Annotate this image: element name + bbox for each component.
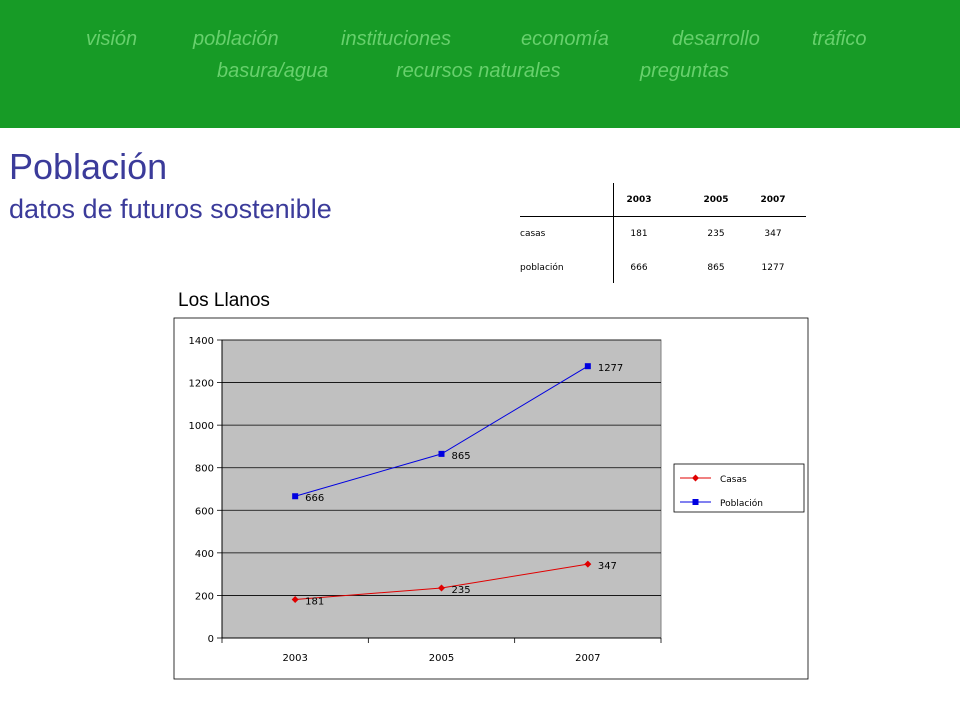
data-label-poblaci-n-2005: 865 — [452, 451, 471, 462]
table-cell-poblacion-2007: 1277 — [761, 263, 785, 273]
nav-item-vision[interactable]: visión — [86, 28, 138, 50]
nav-item-recursos-naturales[interactable]: recursos naturales — [396, 60, 561, 82]
data-point-poblaci-n-2007 — [584, 363, 591, 370]
legend-marker-casas — [692, 474, 699, 482]
table-cell-casas-2005: 235 — [707, 229, 725, 239]
y-tick-label-0: 0 — [208, 634, 214, 645]
header-bar: visión población instituciones economía … — [0, 0, 960, 128]
x-tick-label-2005: 2005 — [429, 653, 454, 664]
x-tick-label-2003: 2003 — [282, 653, 307, 664]
x-tick-label-2007: 2007 — [575, 653, 600, 664]
data-point-poblaci-n-2005 — [438, 450, 445, 457]
chart-title: Los Llanos — [178, 290, 270, 311]
table-header-2005: 2005 — [703, 195, 729, 205]
data-point-casas-2005 — [438, 584, 445, 592]
nav-item-desarrollo[interactable]: desarrollo — [672, 28, 760, 50]
y-tick-label-200: 200 — [195, 591, 214, 602]
page-title: Población — [9, 146, 168, 187]
table-divider-vertical — [613, 183, 614, 283]
table-row-label-poblacion: población — [520, 263, 564, 273]
table-divider-horizontal — [520, 216, 806, 217]
y-tick-label-600: 600 — [195, 506, 214, 517]
table-cell-casas-2003: 181 — [630, 229, 648, 239]
data-point-casas-2007 — [584, 560, 592, 568]
y-tick-label-1000: 1000 — [189, 421, 214, 432]
table-cell-poblacion-2005: 865 — [707, 263, 725, 273]
data-table: 2003 2005 2007 casas 181 235 347 poblaci… — [520, 183, 806, 283]
nav-item-instituciones[interactable]: instituciones — [341, 28, 452, 50]
data-label-casas-2005: 235 — [452, 585, 471, 596]
table-header-2007: 2007 — [760, 195, 786, 205]
table-cell-casas-2007: 347 — [764, 229, 782, 239]
table-header-2003: 2003 — [626, 195, 652, 205]
legend-marker-poblaci-n — [692, 499, 699, 505]
nav-item-economia[interactable]: economía — [521, 28, 609, 50]
data-point-poblaci-n-2003 — [292, 493, 299, 500]
y-tick-label-1400: 1400 — [189, 336, 214, 347]
y-tick-label-400: 400 — [195, 549, 214, 560]
page-subtitle: datos de futuros sostenible — [9, 194, 332, 224]
nav-item-preguntas[interactable]: preguntas — [640, 60, 729, 82]
data-label-casas-2003: 181 — [305, 596, 324, 607]
legend-label-casas: Casas — [720, 475, 747, 485]
table-row-label-casas: casas — [520, 229, 546, 239]
data-label-casas-2007: 347 — [598, 561, 617, 572]
data-label-poblaci-n-2003: 666 — [305, 493, 324, 504]
plot-area — [221, 339, 662, 639]
legend-label-poblaci-n: Población — [720, 498, 763, 509]
y-tick-label-800: 800 — [195, 464, 214, 475]
y-tick-label-1200: 1200 — [189, 379, 214, 390]
data-point-casas-2003 — [291, 595, 299, 603]
table-cell-poblacion-2003: 666 — [630, 263, 648, 273]
nav-item-poblacion[interactable]: población — [193, 28, 279, 50]
nav-item-basura-agua[interactable]: basura/agua — [217, 60, 329, 82]
data-label-poblaci-n-2007: 1277 — [598, 363, 623, 374]
nav-item-trafico[interactable]: tráfico — [812, 28, 867, 50]
